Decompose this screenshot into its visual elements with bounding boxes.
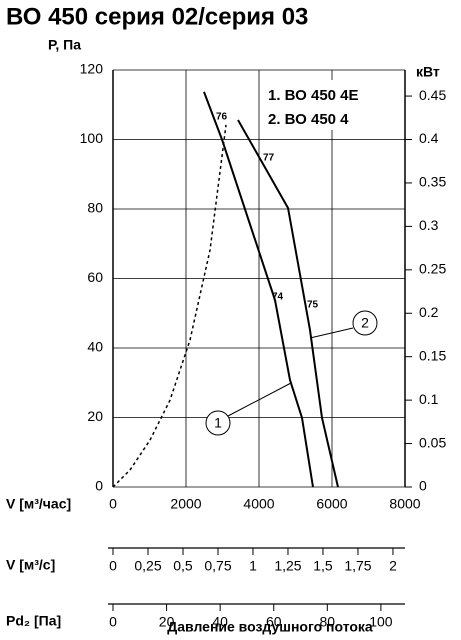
y-tick-label: 40	[87, 339, 103, 355]
annotation: 77	[263, 153, 275, 164]
annotation: 1	[214, 415, 222, 431]
y2-tick-label: 0.05	[419, 434, 446, 450]
y-axis-label: Р, Па	[48, 37, 81, 53]
x-tick-label: 4000	[243, 496, 274, 512]
scale-tick-label: 40	[212, 614, 228, 630]
y2-tick-label: 0.3	[419, 217, 439, 233]
annotation: 74	[272, 292, 284, 303]
y2-tick-label: 0.45	[419, 87, 446, 103]
annotation: 75	[307, 300, 319, 311]
legend-entry: 2. ВО 450 4	[268, 111, 349, 128]
scale-tick-label: 60	[266, 614, 282, 630]
y2-tick-label: 0.4	[419, 130, 439, 146]
scale-tick-label: 0	[109, 614, 117, 630]
scale-tick-label: 1,5	[313, 558, 333, 574]
x-tick-label: 2000	[170, 496, 201, 512]
callout-circle	[352, 310, 378, 336]
scale-tick-label: 0	[109, 558, 117, 574]
y-tick-label: 60	[87, 269, 103, 285]
series-line	[203, 91, 314, 488]
x-tick-label: 0	[109, 496, 117, 512]
chart-title: ВО 450 серия 02/серия 03	[6, 3, 308, 30]
y2-tick-label: 0	[419, 478, 427, 494]
scale-tick-label: 1	[249, 558, 257, 574]
scale-label: V [м³/с]	[6, 557, 55, 573]
legend-box	[262, 80, 398, 130]
annotation: 76	[216, 112, 228, 123]
y-tick-label: 20	[87, 408, 103, 424]
scale-tick-label: 1,25	[274, 558, 301, 574]
footer-label: Давление воздушного потока	[167, 619, 373, 635]
legend-entry: 1. ВО 450 4Е	[268, 87, 359, 104]
callout-line	[227, 382, 292, 417]
y-tick-label: 120	[80, 61, 104, 77]
x-tick-label: 8000	[389, 496, 420, 512]
series-line	[112, 124, 227, 488]
y-tick-label: 0	[95, 478, 103, 494]
scale-tick-label: 20	[159, 614, 175, 630]
scale-tick-label: 0,5	[173, 558, 193, 574]
callout-line	[309, 327, 354, 339]
y2-tick-label: 0.2	[419, 304, 439, 320]
y-tick-label: 80	[87, 200, 103, 216]
scale-tick-label: 80	[320, 614, 336, 630]
x-axis-label: V [м³/час]	[6, 496, 71, 512]
annotation: 2	[361, 315, 369, 331]
y2-tick-label: 0.35	[419, 174, 446, 190]
y2-tick-label: 0.15	[419, 347, 446, 363]
scale-tick-label: 2	[389, 558, 397, 574]
scale-tick-label: 1,75	[344, 558, 371, 574]
y-tick-label: 100	[80, 130, 104, 146]
series-line	[237, 119, 339, 488]
scale-tick-label: 0,75	[204, 558, 231, 574]
scale-tick-label: 100	[369, 614, 393, 630]
y2-tick-label: 0.1	[419, 391, 439, 407]
scale-tick-label: 0,25	[134, 558, 161, 574]
callout-circle	[205, 410, 231, 436]
y2-tick-label: 0.25	[419, 261, 446, 277]
y2-axis-label: кВт	[416, 64, 440, 80]
x-tick-label: 6000	[316, 496, 347, 512]
scale-label: Pd₂ [Па]	[6, 613, 61, 629]
